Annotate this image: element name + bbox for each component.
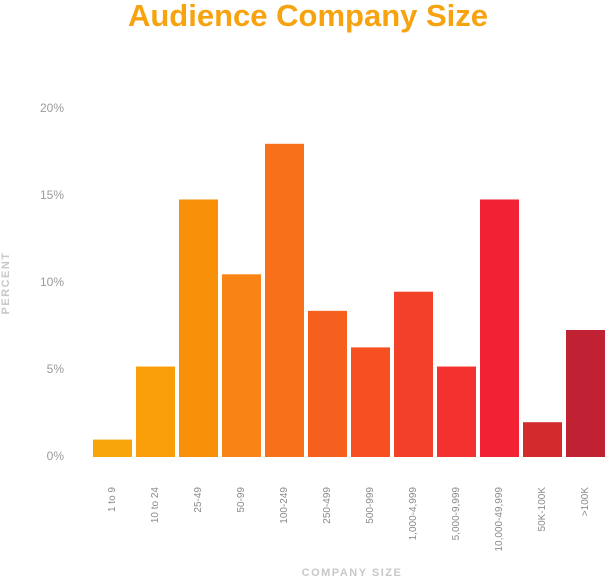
y-axis-ticks: 0% 5% 10% 15% 20%: [40, 101, 64, 463]
x-axis-ticks: 1 to 9 10 to 24 25-49 50-99 100-249 250-499 50…: [107, 487, 591, 552]
y-axis-label: PERCENT: [0, 251, 12, 314]
x-tick-label: 50K-100K: [537, 487, 548, 532]
x-tick-label: 10,000-49,999: [494, 487, 505, 552]
x-axis-label: COMPANY SIZE: [302, 567, 403, 576]
bar: [566, 329, 605, 457]
x-tick-label: 25-49: [193, 487, 204, 513]
bar: [523, 422, 562, 457]
bar: [179, 199, 218, 458]
bar: [437, 366, 476, 457]
x-tick-label: 100-249: [279, 487, 290, 524]
bar: [136, 366, 175, 457]
y-tick-label: 20%: [40, 101, 64, 115]
x-tick-label: >100K: [580, 487, 591, 517]
x-tick-label: 50-99: [236, 487, 247, 513]
x-tick-label: 10 to 24: [150, 487, 161, 524]
bar: [222, 274, 261, 457]
x-tick-label: 1,000-4,999: [408, 487, 419, 541]
y-tick-label: 15%: [40, 188, 64, 202]
y-tick-label: 10%: [40, 275, 64, 289]
x-tick-label: 1 to 9: [107, 487, 118, 512]
bar: [93, 439, 132, 457]
bar: [308, 310, 347, 457]
chart-title: Audience Company Size: [128, 0, 488, 33]
bar: [265, 143, 304, 458]
y-tick-label: 5%: [47, 362, 65, 376]
x-tick-label: 5,000-9,999: [451, 487, 462, 541]
x-tick-label: 250-499: [322, 487, 333, 524]
bar: [351, 347, 390, 457]
y-tick-label: 0%: [47, 449, 65, 463]
bar: [480, 199, 519, 458]
bars: [93, 143, 605, 458]
bar: [394, 291, 433, 457]
x-tick-label: 500-999: [365, 487, 376, 524]
